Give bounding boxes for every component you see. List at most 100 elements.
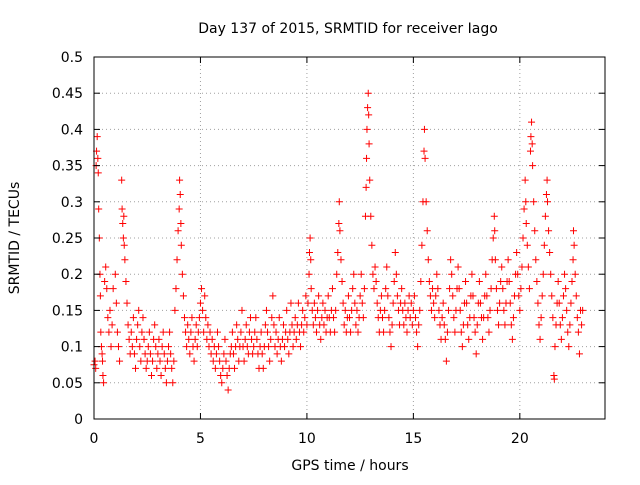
data-point: [390, 277, 398, 285]
data-point: [564, 328, 572, 336]
data-point: [373, 299, 381, 307]
data-point: [120, 241, 128, 249]
data-point: [222, 357, 230, 365]
data-point: [177, 220, 185, 228]
data-point: [347, 328, 355, 336]
data-point: [482, 270, 490, 278]
data-point: [273, 350, 281, 358]
data-point: [445, 306, 453, 314]
data-point: [200, 328, 208, 336]
data-point: [372, 277, 380, 285]
y-tick-label: 0.1: [61, 340, 83, 356]
data-point: [116, 357, 124, 365]
data-point: [572, 292, 580, 300]
data-point: [465, 335, 473, 343]
y-tick-label: 0: [74, 412, 83, 428]
data-point: [392, 270, 400, 278]
data-point: [166, 328, 174, 336]
data-point: [558, 314, 566, 322]
data-point: [387, 343, 395, 351]
data-point: [147, 372, 155, 380]
data-point: [369, 270, 377, 278]
data-point: [176, 191, 184, 199]
data-point: [335, 198, 343, 206]
data-point: [320, 321, 328, 329]
data-point: [420, 125, 428, 133]
data-point: [202, 314, 210, 322]
data-point: [319, 299, 327, 307]
data-point: [448, 270, 456, 278]
data-point: [533, 277, 541, 285]
data-point: [442, 357, 450, 365]
data-point: [312, 328, 320, 336]
data-point: [304, 299, 312, 307]
data-point: [567, 299, 575, 307]
data-point: [199, 306, 207, 314]
data-point: [455, 285, 463, 293]
data-point: [172, 285, 180, 293]
data-point: [98, 350, 106, 358]
data-point: [571, 270, 579, 278]
data-point: [272, 328, 280, 336]
data-point: [119, 220, 127, 228]
data-point: [94, 154, 102, 162]
data-point: [377, 292, 385, 300]
data-point: [307, 285, 315, 293]
data-point: [513, 248, 521, 256]
data-point: [252, 314, 260, 322]
data-point: [240, 357, 248, 365]
data-point: [261, 321, 269, 329]
data-point: [332, 306, 340, 314]
data-point: [555, 299, 563, 307]
data-point: [386, 328, 394, 336]
data-point: [153, 364, 161, 372]
data-point: [146, 350, 154, 358]
data-point: [498, 263, 506, 271]
data-point: [159, 328, 167, 336]
data-point: [578, 321, 586, 329]
data-point: [408, 321, 416, 329]
data-point: [300, 328, 308, 336]
data-point: [129, 314, 137, 322]
data-point: [216, 357, 224, 365]
data-point: [185, 335, 193, 343]
data-point: [381, 306, 389, 314]
data-point: [537, 314, 545, 322]
data-point: [163, 357, 171, 365]
data-point: [549, 314, 557, 322]
data-point: [113, 328, 121, 336]
data-point: [175, 205, 183, 213]
data-point: [563, 306, 571, 314]
data-point: [528, 140, 536, 148]
data-point: [331, 328, 339, 336]
data-point: [485, 328, 493, 336]
data-point: [321, 306, 329, 314]
data-point: [335, 220, 343, 228]
data-point: [349, 285, 357, 293]
data-point: [179, 292, 187, 300]
y-tick-label: 0.4: [61, 122, 83, 138]
data-point: [529, 162, 537, 170]
data-point: [365, 140, 373, 148]
data-point: [136, 343, 144, 351]
data-point: [427, 306, 435, 314]
data-point: [137, 357, 145, 365]
data-point: [489, 234, 497, 242]
data-point: [391, 248, 399, 256]
data-point: [269, 292, 277, 300]
data-point: [484, 314, 492, 322]
data-point: [174, 227, 182, 235]
x-tick-label: 0: [90, 431, 99, 447]
data-point: [128, 343, 136, 351]
data-point: [499, 285, 507, 293]
data-points: [90, 89, 587, 394]
data-point: [250, 343, 258, 351]
data-point: [424, 256, 432, 264]
data-point: [201, 292, 209, 300]
data-point: [475, 277, 483, 285]
data-point: [180, 314, 188, 322]
data-point: [341, 306, 349, 314]
data-point: [311, 314, 319, 322]
